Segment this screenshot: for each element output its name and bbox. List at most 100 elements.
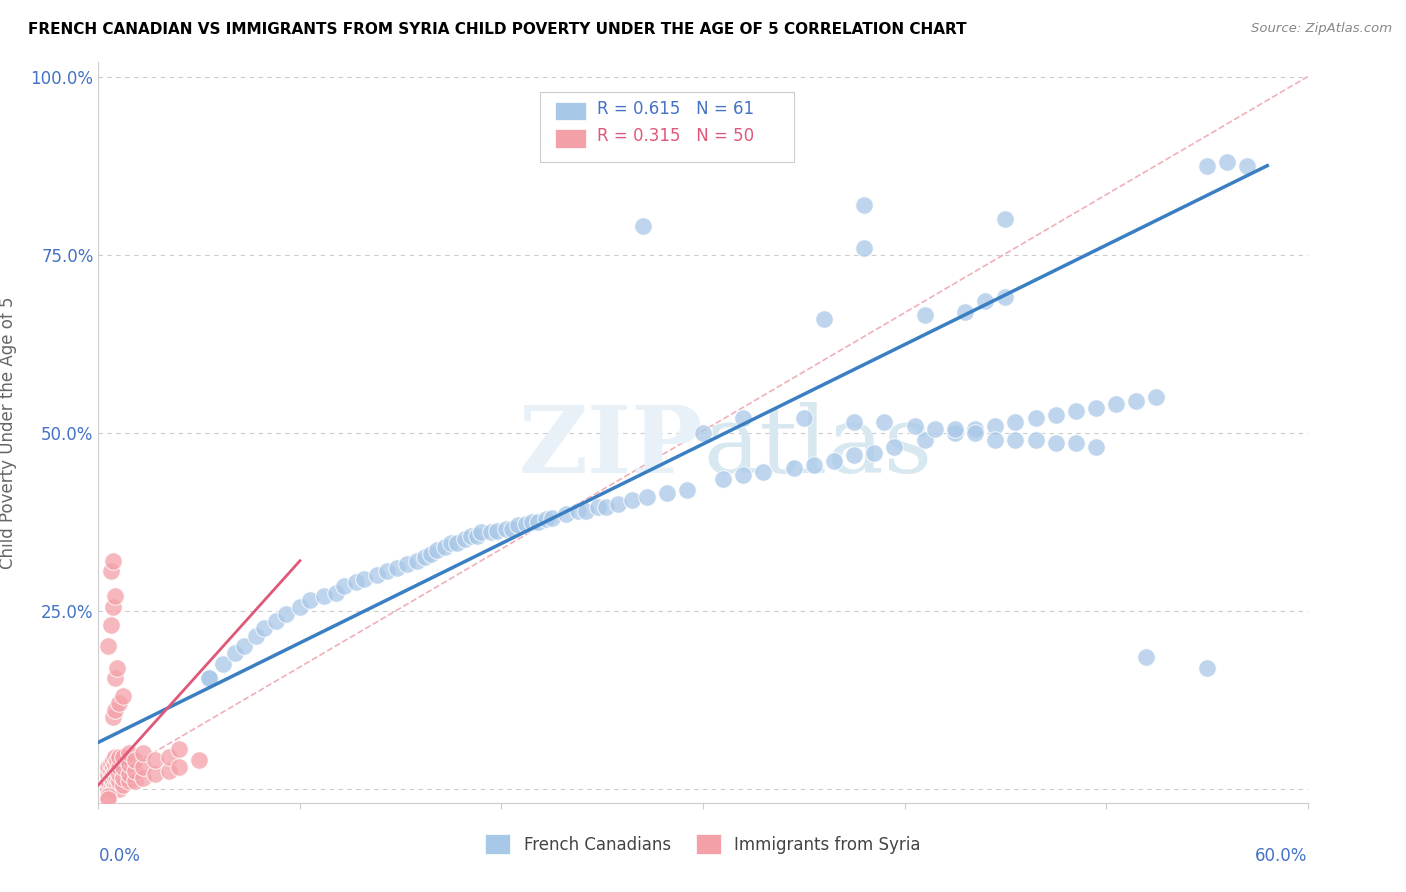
Point xyxy=(111,689,134,703)
Point xyxy=(132,760,155,774)
Point xyxy=(325,586,347,600)
Text: FRENCH CANADIAN VS IMMIGRANTS FROM SYRIA CHILD POVERTY UNDER THE AGE OF 5 CORREL: FRENCH CANADIAN VS IMMIGRANTS FROM SYRIA… xyxy=(28,22,967,37)
Point xyxy=(157,764,180,778)
Point xyxy=(107,760,129,774)
Point xyxy=(132,746,155,760)
Point xyxy=(101,710,124,724)
Point xyxy=(1125,393,1147,408)
Point xyxy=(97,774,120,789)
Point xyxy=(506,518,529,533)
Point xyxy=(157,749,180,764)
Point xyxy=(853,240,876,255)
Point xyxy=(405,554,427,568)
Point xyxy=(540,511,562,525)
Point xyxy=(107,749,129,764)
Point xyxy=(107,781,129,796)
Text: 60.0%: 60.0% xyxy=(1256,847,1308,865)
Point xyxy=(873,415,896,429)
Point xyxy=(111,778,134,792)
Point xyxy=(188,753,211,767)
Point xyxy=(440,536,463,550)
Point xyxy=(105,771,128,785)
Point xyxy=(586,500,609,515)
Point xyxy=(470,525,492,540)
Point xyxy=(595,500,617,515)
Point xyxy=(994,212,1017,227)
Text: atlas: atlas xyxy=(703,402,932,492)
Point xyxy=(974,293,997,308)
Point xyxy=(385,561,408,575)
Point xyxy=(103,771,125,785)
Point xyxy=(943,422,966,436)
Point xyxy=(264,614,287,628)
Point xyxy=(1236,159,1258,173)
Point xyxy=(245,628,267,642)
Point xyxy=(965,425,987,440)
Point xyxy=(107,774,129,789)
Point xyxy=(366,568,388,582)
Point xyxy=(100,771,122,785)
Point xyxy=(844,449,866,463)
Point xyxy=(965,422,987,436)
Point xyxy=(752,465,775,479)
Point xyxy=(124,753,146,767)
Point xyxy=(1025,433,1047,447)
Point xyxy=(904,418,927,433)
Point xyxy=(914,433,936,447)
Point xyxy=(711,472,734,486)
Point xyxy=(575,504,598,518)
Point xyxy=(994,290,1017,304)
Point xyxy=(124,774,146,789)
Point xyxy=(198,671,221,685)
Point xyxy=(495,522,517,536)
Point xyxy=(1064,436,1087,450)
Point xyxy=(97,767,120,781)
Point xyxy=(105,778,128,792)
Point xyxy=(288,600,311,615)
Point xyxy=(333,579,356,593)
Point xyxy=(567,504,589,518)
Point xyxy=(1085,401,1108,415)
FancyBboxPatch shape xyxy=(540,92,793,162)
Point xyxy=(813,311,835,326)
Point xyxy=(100,565,122,579)
Point xyxy=(863,445,886,459)
Point xyxy=(143,767,166,781)
Point xyxy=(803,458,825,472)
Text: Source: ZipAtlas.com: Source: ZipAtlas.com xyxy=(1251,22,1392,36)
Bar xyxy=(555,102,586,120)
Point xyxy=(501,522,523,536)
Point xyxy=(783,461,806,475)
Point xyxy=(103,749,125,764)
Text: R = 0.315   N = 50: R = 0.315 N = 50 xyxy=(596,128,754,145)
Point xyxy=(118,756,141,771)
Point xyxy=(111,760,134,774)
Text: 0.0%: 0.0% xyxy=(98,847,141,865)
Text: R = 0.615   N = 61: R = 0.615 N = 61 xyxy=(596,100,754,118)
Point xyxy=(486,524,509,538)
Point xyxy=(299,593,322,607)
Point xyxy=(1146,390,1168,404)
Point xyxy=(943,425,966,440)
Point xyxy=(420,547,443,561)
Point xyxy=(984,433,1007,447)
Point xyxy=(132,771,155,785)
Point xyxy=(103,671,125,685)
Point xyxy=(607,497,630,511)
Point xyxy=(434,540,457,554)
Point xyxy=(676,483,699,497)
Point xyxy=(520,515,543,529)
Point xyxy=(844,415,866,429)
Point xyxy=(111,749,134,764)
Point xyxy=(107,767,129,781)
Point xyxy=(100,756,122,771)
Point xyxy=(111,771,134,785)
Point xyxy=(375,565,398,579)
Point xyxy=(101,600,124,615)
Point xyxy=(1004,433,1026,447)
Point xyxy=(212,657,235,671)
Point xyxy=(636,490,658,504)
Bar xyxy=(555,129,586,147)
Point xyxy=(103,703,125,717)
Point xyxy=(100,781,122,796)
